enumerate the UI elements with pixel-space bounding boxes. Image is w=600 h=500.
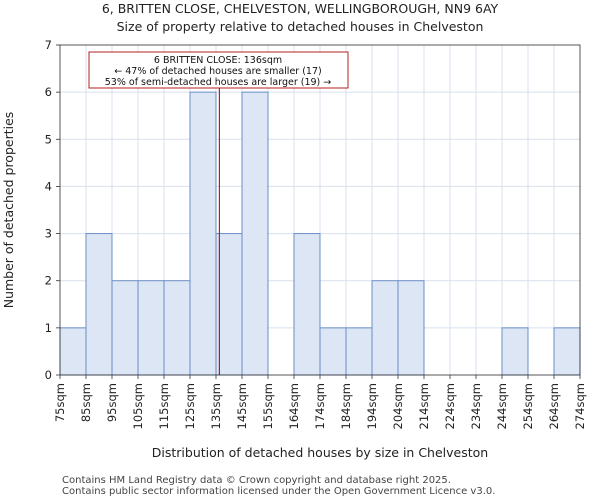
bar-115sqm [163, 280, 191, 376]
y-tick-label: 7 [45, 38, 52, 52]
y-tick-label: 0 [45, 368, 52, 382]
y-axis-label: Number of detached properties [1, 112, 16, 309]
chart-title-line2: Size of property relative to detached ho… [117, 19, 484, 34]
bar-105sqm [137, 280, 165, 376]
chart-title-line1: 6, BRITTEN CLOSE, CHELVESTON, WELLINGBOR… [102, 1, 499, 16]
x-tick-label: 214sqm [417, 383, 431, 429]
annotation-border [88, 51, 349, 89]
x-tick-label: 155sqm [261, 383, 275, 429]
annotation-line2: ← 47% of detached houses are smaller (17… [114, 66, 321, 77]
x-tick-label: 184sqm [339, 383, 353, 429]
bar-264sqm [553, 327, 581, 376]
x-tick-label: 115sqm [157, 383, 171, 429]
bar-75sqm [59, 327, 87, 376]
x-tick-label: 274sqm [573, 383, 587, 429]
x-tick-label: 194sqm [365, 383, 379, 429]
x-tick-label: 254sqm [521, 383, 535, 429]
bar-95sqm [111, 280, 139, 376]
x-tick-label: 95sqm [105, 383, 119, 422]
y-tick-label: 2 [45, 274, 52, 288]
y-tick-label: 1 [45, 321, 52, 335]
footer-line1: Contains HM Land Registry data © Crown c… [62, 475, 451, 486]
x-tick-label: 264sqm [547, 383, 561, 429]
y-tick-label: 4 [45, 179, 52, 193]
x-tick-label: 204sqm [391, 383, 405, 429]
x-ticks: 75sqm 85sqm 95sqm 105sqm 115sqm 125sqm 135sqm 1… [53, 375, 587, 429]
y-tick-label: 6 [45, 85, 52, 99]
x-axis-label: Distribution of detached houses by size … [152, 445, 488, 460]
y-tick-label: 5 [45, 132, 52, 146]
bar-194sqm [371, 280, 399, 376]
bar-204sqm [397, 280, 425, 376]
bars [59, 91, 581, 376]
y-tick-label: 3 [45, 227, 52, 241]
bar-174sqm [319, 327, 347, 376]
x-tick-label: 105sqm [131, 383, 145, 429]
annotation-box: 6 BRITTEN CLOSE: 136sqm ← 47% of detache… [88, 51, 349, 89]
x-tick-label: 125sqm [183, 383, 197, 429]
bar-125sqm [189, 91, 217, 376]
bar-145sqm [241, 91, 269, 376]
x-tick-label: 234sqm [469, 383, 483, 429]
bar-135sqm [215, 233, 243, 376]
x-tick-label: 164sqm [287, 383, 301, 429]
footer-line2: Contains public sector information licen… [62, 486, 495, 497]
y-ticks: 0 1 2 3 4 5 6 7 [45, 38, 60, 382]
bar-85sqm [85, 233, 113, 376]
x-tick-label: 224sqm [443, 383, 457, 429]
x-tick-label: 75sqm [53, 383, 67, 422]
x-tick-label: 145sqm [235, 383, 249, 429]
x-tick-label: 244sqm [495, 383, 509, 429]
bar-164sqm [293, 233, 321, 376]
x-tick-label: 135sqm [209, 383, 223, 429]
x-tick-label: 174sqm [313, 383, 327, 429]
x-tick-label: 85sqm [79, 383, 93, 422]
bar-244sqm [501, 327, 529, 376]
annotation-line1: 6 BRITTEN CLOSE: 136sqm [154, 55, 282, 66]
bar-184sqm [345, 327, 373, 376]
annotation-line3: 53% of semi-detached houses are larger (… [105, 77, 332, 88]
